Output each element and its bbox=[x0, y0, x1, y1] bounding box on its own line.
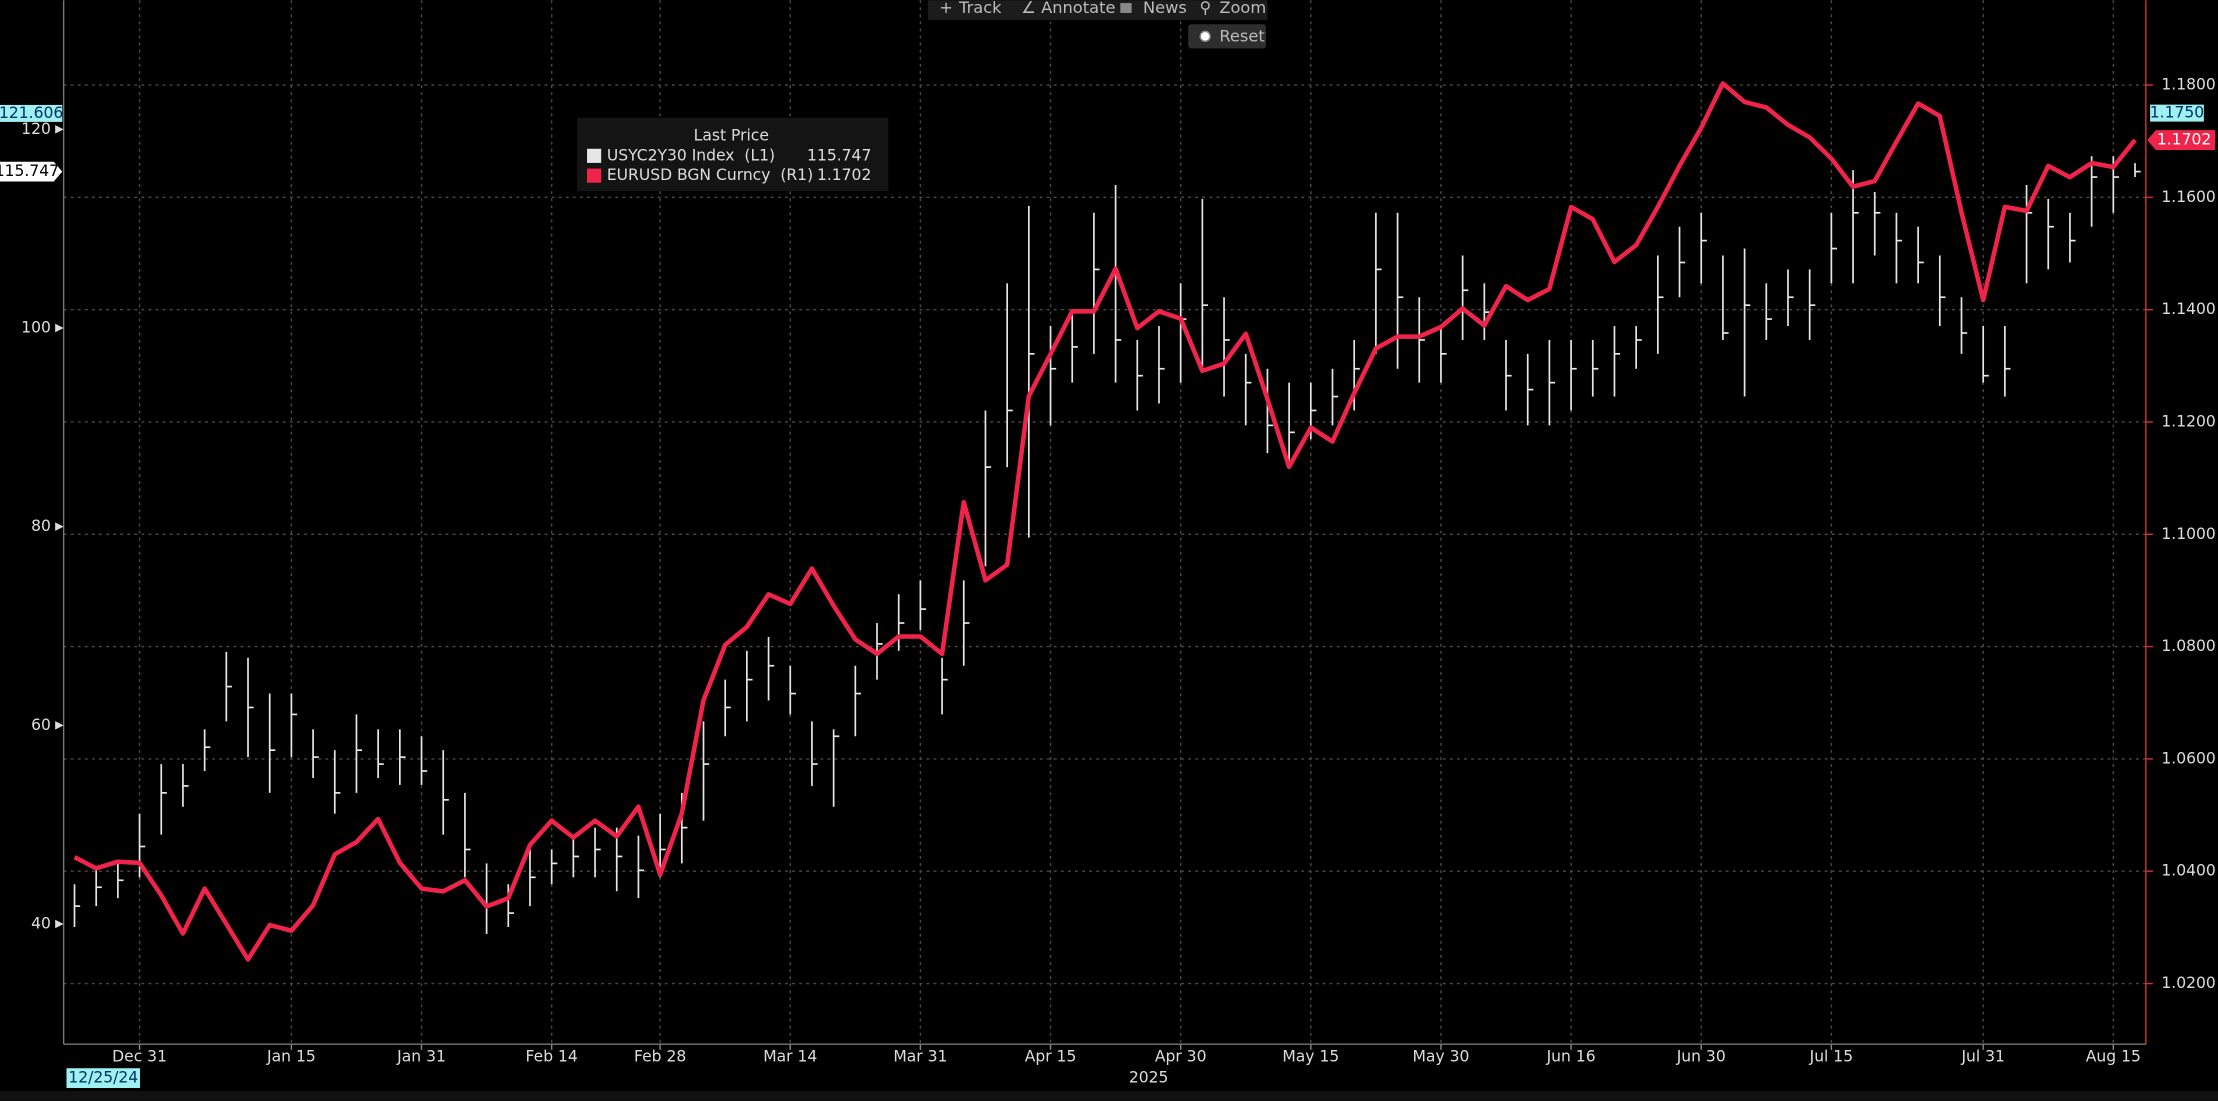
x-tick-label: Aug 15 bbox=[2086, 1047, 2141, 1065]
x-tick-label: May 30 bbox=[1413, 1047, 1470, 1065]
x-tick-label: Feb 14 bbox=[526, 1047, 578, 1065]
toolbar-button[interactable]: Track bbox=[958, 0, 1002, 17]
y2-tick-label: 1.1000 bbox=[2161, 525, 2215, 543]
y-tick-label: 100 bbox=[21, 319, 51, 337]
toolbar-bg bbox=[927, 0, 1268, 21]
reset-label[interactable]: Reset bbox=[1219, 27, 1264, 46]
last-price-label: 115.747 bbox=[0, 162, 59, 180]
y-tick-label: 120 bbox=[21, 120, 51, 138]
x-tick-label: Jan 15 bbox=[266, 1047, 316, 1065]
toolbar: + Track ∠ Annotate News ⚲ Zoom Reset bbox=[927, 0, 1268, 49]
last-price-tag bbox=[0, 161, 63, 182]
toolbar-icon bbox=[1120, 3, 1132, 13]
y2-tick-label: 1.1400 bbox=[2161, 300, 2215, 318]
x-tick-label: Jul 15 bbox=[1809, 1047, 1853, 1065]
y-tick-label: 80 bbox=[31, 517, 51, 535]
legend: Last Price USYC2Y30 Index (L1) 115.747 EUR… bbox=[577, 117, 889, 192]
x-tick-label: Mar 14 bbox=[763, 1047, 817, 1065]
reset-button[interactable] bbox=[1188, 24, 1267, 49]
legend-swatch bbox=[587, 168, 602, 183]
price-line bbox=[73, 81, 2137, 962]
x-tick-label: May 15 bbox=[1282, 1047, 1339, 1065]
y-tick-label: 40 bbox=[31, 914, 51, 932]
x-tick-label: Jul 31 bbox=[1960, 1047, 2004, 1065]
y2-tick-label: 1.0400 bbox=[2161, 862, 2215, 880]
y-tick bbox=[55, 323, 64, 333]
x-tick-label: Dec 31 bbox=[112, 1047, 167, 1065]
x-tick-label: Jun 16 bbox=[1546, 1047, 1596, 1065]
y2-tick-label: 1.0200 bbox=[2161, 974, 2215, 992]
y-marker-label: 121.606 bbox=[0, 104, 63, 122]
y2-tick-label: 1.1200 bbox=[2161, 412, 2215, 430]
y2-marker-bg bbox=[2150, 104, 2204, 122]
x-tick-label: Apr 15 bbox=[1025, 1047, 1077, 1065]
y2-tick-label: 1.0800 bbox=[2161, 637, 2215, 655]
legend-label: EURUSD BGN Curncy (R1) bbox=[607, 166, 813, 184]
y-tick bbox=[55, 522, 64, 531]
y-tick bbox=[55, 721, 64, 730]
bottom-strip bbox=[0, 1090, 2218, 1101]
y2-marker-label: 1.1750 bbox=[2150, 104, 2204, 122]
x-tick-label: Jan 31 bbox=[396, 1047, 446, 1065]
legend-label: USYC2Y30 Index (L1) bbox=[607, 146, 775, 164]
year-label: 2025 bbox=[1129, 1069, 1169, 1087]
y-tick bbox=[55, 125, 64, 134]
x-tick-label: Apr 30 bbox=[1155, 1047, 1207, 1065]
legend-swatch bbox=[587, 148, 602, 163]
x-tick-label: Mar 31 bbox=[893, 1047, 947, 1065]
toolbar-icon: ⚲ bbox=[1200, 0, 1212, 17]
start-date-bg bbox=[66, 1068, 141, 1089]
y-marker-bg bbox=[0, 104, 63, 122]
toolbar-button[interactable]: Annotate bbox=[1041, 0, 1115, 17]
y2-tick-label: 1.1600 bbox=[2161, 188, 2215, 206]
legend-title: Last Price bbox=[694, 127, 769, 145]
reset-icon bbox=[1199, 30, 1211, 42]
toolbar-icon: + bbox=[939, 0, 953, 17]
legend-value: 1.1702 bbox=[817, 166, 871, 184]
toolbar-button[interactable]: News bbox=[1143, 0, 1187, 17]
start-date: 12/25/24 bbox=[68, 1069, 138, 1087]
x-tick-label: Feb 28 bbox=[634, 1047, 686, 1065]
x-tick-label: Jun 30 bbox=[1676, 1047, 1726, 1065]
y-tick-label: 60 bbox=[31, 716, 51, 734]
legend-value: 115.747 bbox=[807, 146, 871, 164]
y2-tick-label: 1.1800 bbox=[2161, 76, 2215, 94]
last-price-tag bbox=[2147, 130, 2216, 150]
y-tick bbox=[55, 919, 64, 929]
toolbar-button[interactable]: Zoom bbox=[1219, 0, 1266, 17]
legend-bg bbox=[577, 117, 889, 192]
toolbar-icon: ∠ bbox=[1021, 0, 1036, 17]
last-price-label: 1.1702 bbox=[2157, 131, 2211, 149]
y2-tick-label: 1.0600 bbox=[2161, 749, 2215, 767]
